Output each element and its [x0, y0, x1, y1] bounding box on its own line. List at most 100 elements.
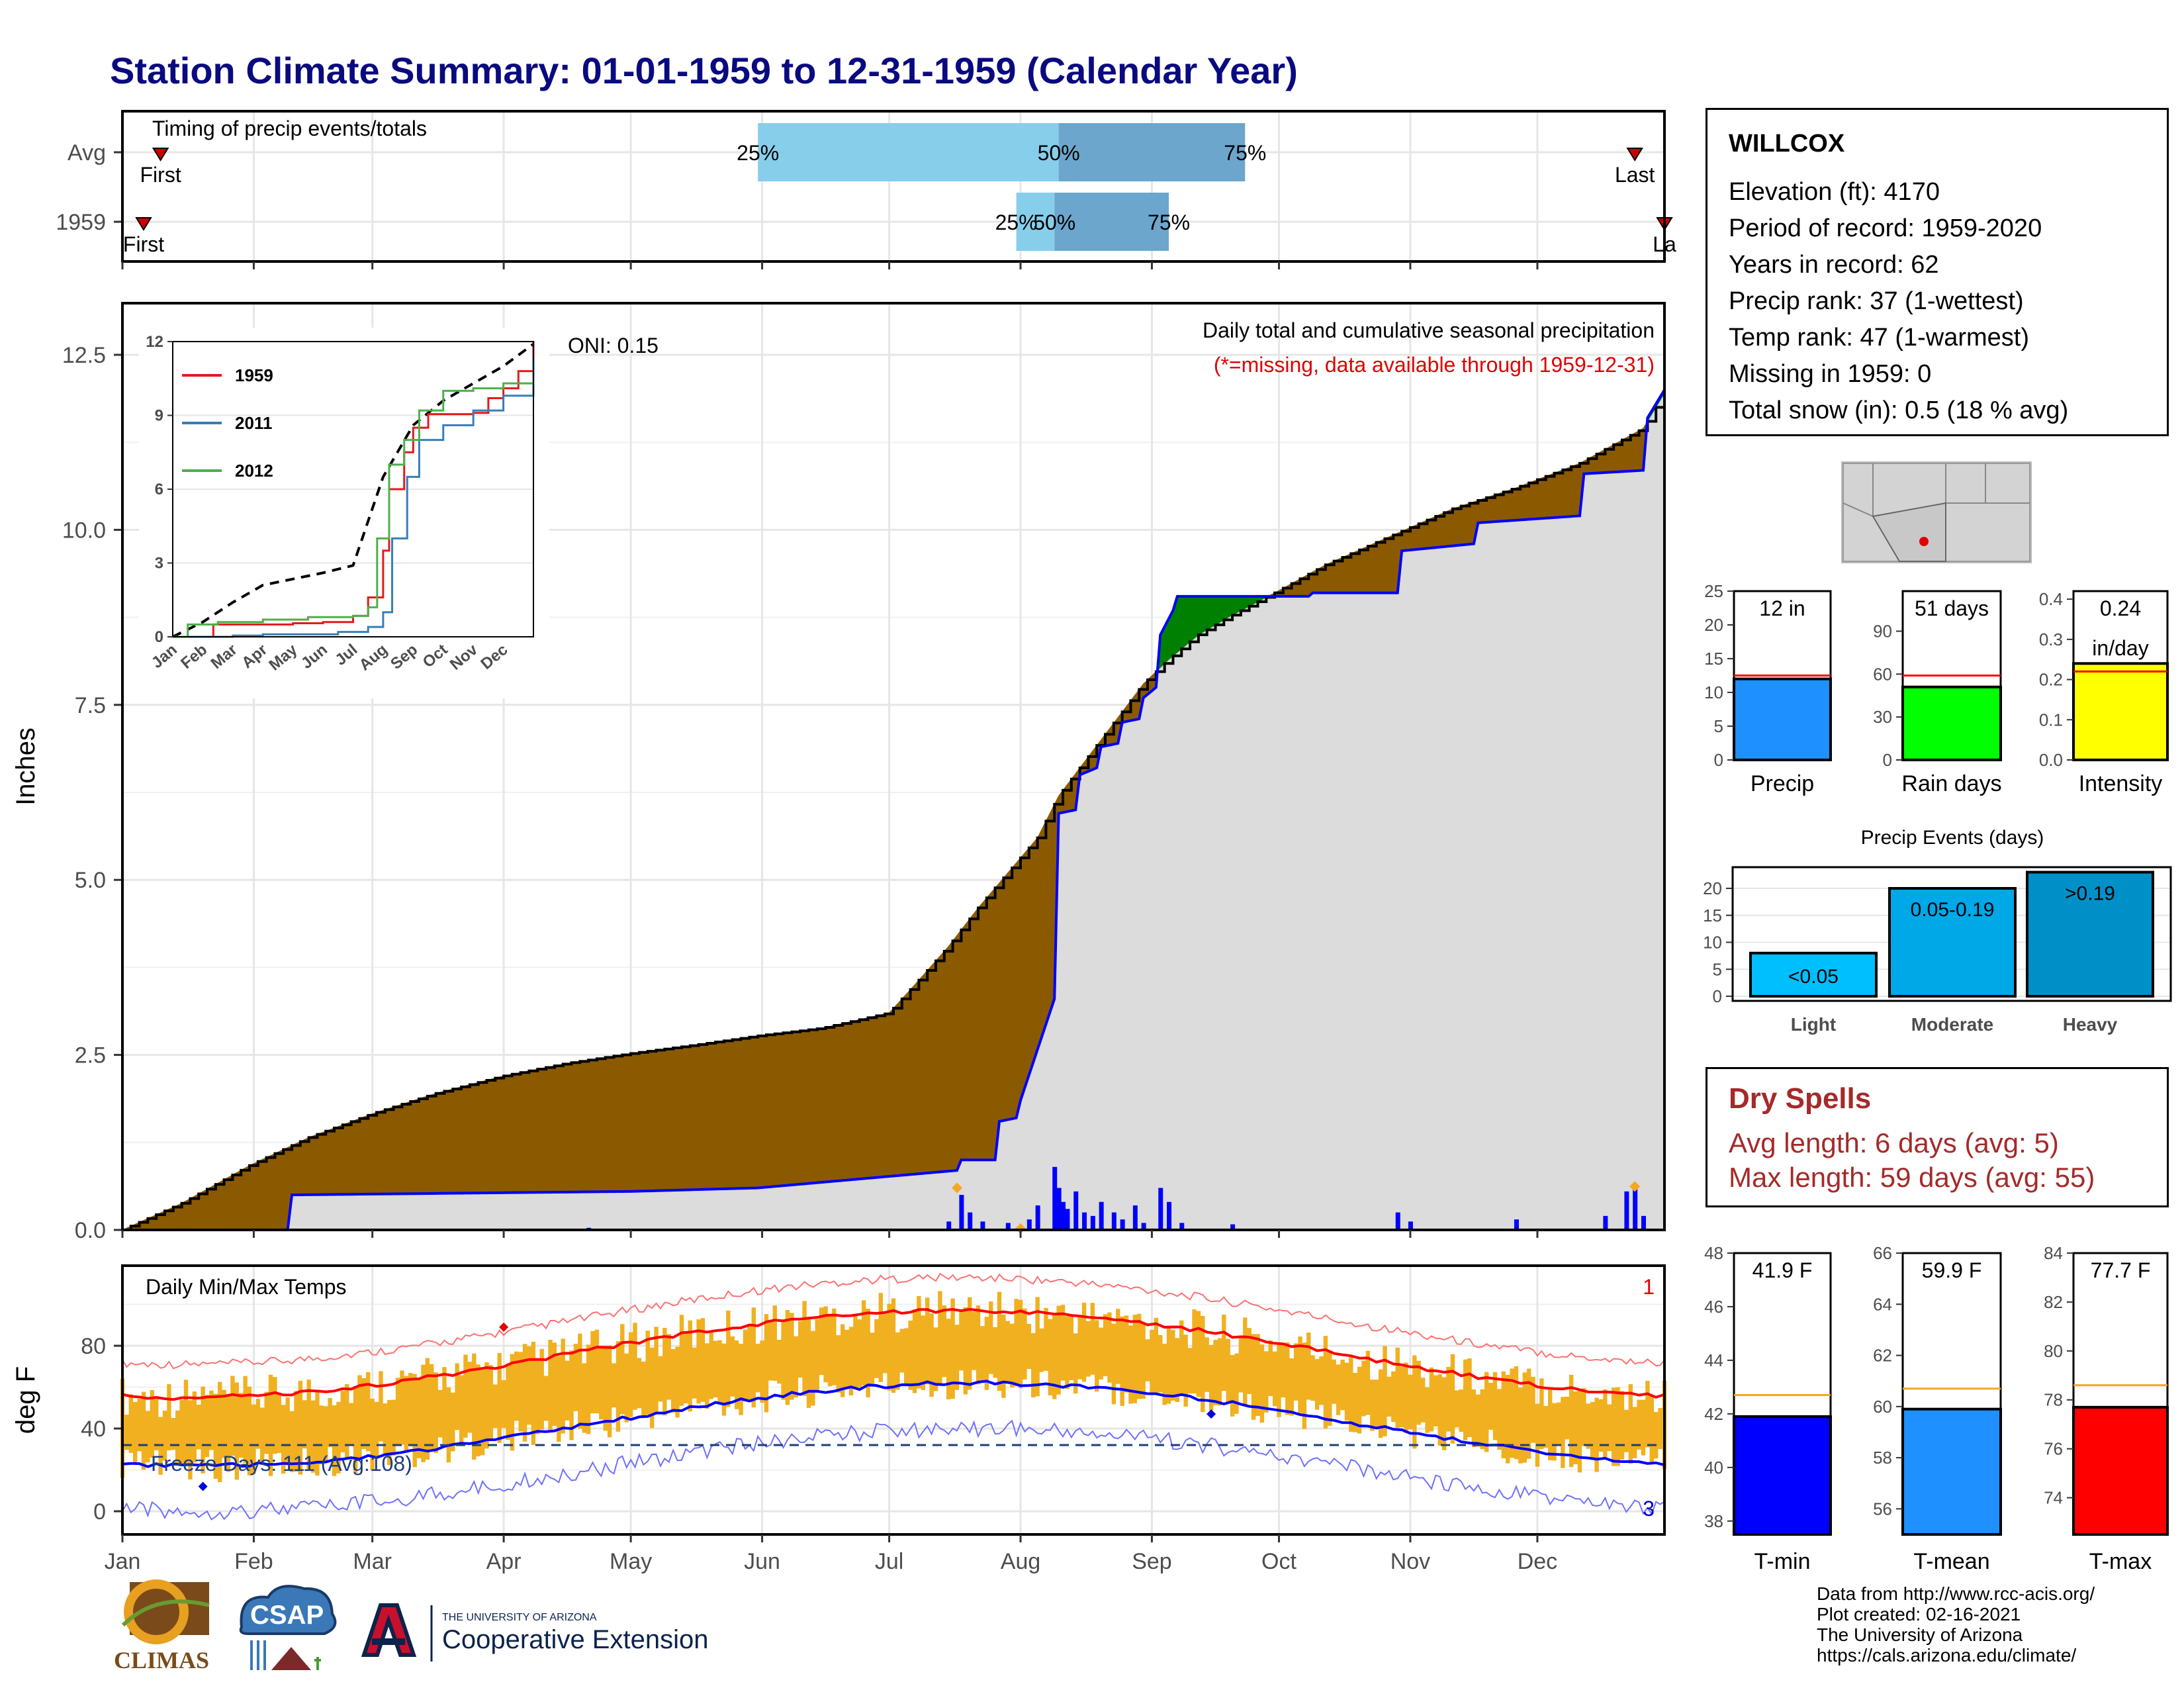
station-info-box: WILLCOX Elevation (ft): 4170 Period of r…: [1706, 108, 2169, 436]
timing-pct-label: 25%: [995, 211, 1038, 234]
y-tick-label: 0: [93, 1499, 106, 1524]
daily-precip-bar: [1073, 1191, 1079, 1230]
timing-bar-q50-q75: [1058, 123, 1246, 181]
daily-precip-bar: [1061, 1201, 1066, 1230]
freeze-label: Freeze Days: 111 (Avg:108): [151, 1452, 412, 1476]
month-label: May: [610, 1549, 652, 1574]
station-precip-rank: Precip rank: 37 (1-wettest): [1729, 287, 2024, 315]
daily-precip-bar: [1120, 1219, 1125, 1230]
summary-bar: [1733, 1415, 1832, 1536]
daily-precip-bar: [1633, 1188, 1638, 1230]
summary-y-tick: 0.0: [2039, 750, 2063, 770]
y-tick-label: 0.0: [75, 1218, 106, 1243]
last-marker: [1626, 148, 1643, 162]
summary-bar-text: 77.7 F: [2091, 1258, 2151, 1282]
credit-line: https://cals.arizona.edu/climate/: [1817, 1645, 2077, 1665]
inset-y-tick: 6: [155, 481, 163, 498]
inset-legend-label: 2011: [235, 413, 272, 433]
credit-line: The University of Arizona: [1817, 1624, 2023, 1645]
corner-bottom-label: 3: [1643, 1497, 1655, 1521]
summary-bar-label: T-min: [1754, 1549, 1811, 1574]
summary-bar-text: 41.9 F: [1752, 1258, 1813, 1282]
precip-marker: [1629, 1181, 1641, 1192]
csap-logo: CSAP: [239, 1585, 337, 1670]
inset-legend-label: 1959: [235, 365, 273, 385]
y-tick-label: 40: [81, 1417, 106, 1442]
y-tick-label: 80: [81, 1334, 106, 1359]
event-bar: [2026, 870, 2154, 998]
summary-y-tick: 40: [1704, 1458, 1723, 1477]
year-cum-line: [122, 389, 1666, 1231]
station-elevation: Elevation (ft): 4170: [1729, 178, 1940, 206]
dry-spells-max: Max length: 59 days (avg: 55): [1729, 1162, 2095, 1193]
daily-precip-bar: [946, 1221, 952, 1230]
event-bar-label: 0.05-0.19: [1911, 899, 1995, 921]
daily-precip-bar: [1026, 1219, 1032, 1230]
daily-precip-bar: [1158, 1188, 1163, 1230]
summary-bar-text: 12 in: [1759, 596, 1805, 620]
summary-bar: [1901, 1407, 2002, 1536]
month-label: Oct: [1261, 1549, 1297, 1574]
summary-y-tick: 76: [2044, 1439, 2063, 1459]
panel-border: [121, 1264, 1666, 1536]
daily-precip-bar: [968, 1212, 973, 1230]
event-category: Heavy: [2063, 1014, 2118, 1035]
climas-text: CLIMAS: [114, 1647, 209, 1673]
timing-pct-label: 50%: [1038, 141, 1080, 165]
summary-y-tick: 66: [1873, 1243, 1892, 1263]
summary-y-tick: 0: [1883, 750, 1892, 770]
summary-bar: [2072, 662, 2169, 761]
daily-precip-bar: [980, 1221, 985, 1230]
inset-series-line: [173, 359, 535, 638]
summary-y-tick: 25: [1704, 581, 1723, 601]
location-map: [1841, 461, 2032, 563]
month-label: Mar: [353, 1549, 392, 1574]
timing-row-label: 1959: [56, 210, 106, 235]
corner-top-label: 1: [1643, 1275, 1655, 1299]
station-years: Years in record: 62: [1729, 251, 1939, 279]
month-label: Jan: [105, 1549, 141, 1574]
climas-logo: CLIMAS: [114, 1579, 210, 1673]
summary-y-tick: 64: [1873, 1294, 1892, 1314]
csap-text: CSAP: [250, 1601, 324, 1630]
daily-precip-bar: [1408, 1221, 1413, 1230]
summary-bar-text: 59.9 F: [1922, 1258, 1982, 1282]
y-tick-label: 10.0: [62, 518, 106, 543]
event-bar-label: <0.05: [1788, 966, 1839, 988]
timing-pct-label: 25%: [737, 141, 779, 165]
summary-y-tick: 80: [2044, 1341, 2063, 1361]
daily-precip-bar: [1624, 1191, 1629, 1230]
summary-y-tick: 82: [2044, 1292, 2063, 1312]
first-label: First: [123, 232, 164, 256]
summary-bar: [1733, 677, 1832, 761]
timing-row-label: Avg: [68, 140, 106, 165]
y-tick-label: 7.5: [75, 693, 106, 718]
summary-y-tick: 30: [1873, 707, 1892, 727]
timing-pct-label: 75%: [1224, 141, 1266, 165]
record-low-line: [122, 1419, 1665, 1521]
page-title: Station Climate Summary: 01-01-1959 to 1…: [110, 50, 1298, 91]
event-bar-label: >0.19: [2065, 883, 2115, 905]
summary-y-tick: 38: [1704, 1511, 1723, 1531]
avg-max-line: [122, 1307, 1665, 1401]
summary-bar-text2: in/day: [2092, 636, 2148, 660]
summary-y-tick: 60: [1873, 1397, 1892, 1417]
summary-y-tick: 0.4: [2039, 589, 2063, 609]
daily-precip-bar: [959, 1195, 964, 1230]
daily-precip-bar: [1005, 1223, 1011, 1230]
timing-title: Timing of precip events/totals: [152, 117, 427, 140]
daily-precip-bar: [1132, 1205, 1138, 1230]
timing-pct-label: 50%: [1033, 211, 1075, 234]
daily-precip-bar: [1230, 1224, 1236, 1230]
summary-y-tick: 0: [1714, 750, 1723, 770]
month-label: Jul: [875, 1549, 903, 1574]
map-state: [1872, 502, 1946, 562]
panel-border: [121, 110, 1666, 263]
events-y-tick: 10: [1703, 933, 1722, 953]
summary-y-tick: 10: [1704, 682, 1723, 702]
summary-bar-label: T-mean: [1913, 1549, 1989, 1574]
summary-y-tick: 56: [1873, 1499, 1892, 1519]
daily-precip-bar: [1111, 1212, 1116, 1230]
daily-precip-bar: [1052, 1166, 1058, 1230]
